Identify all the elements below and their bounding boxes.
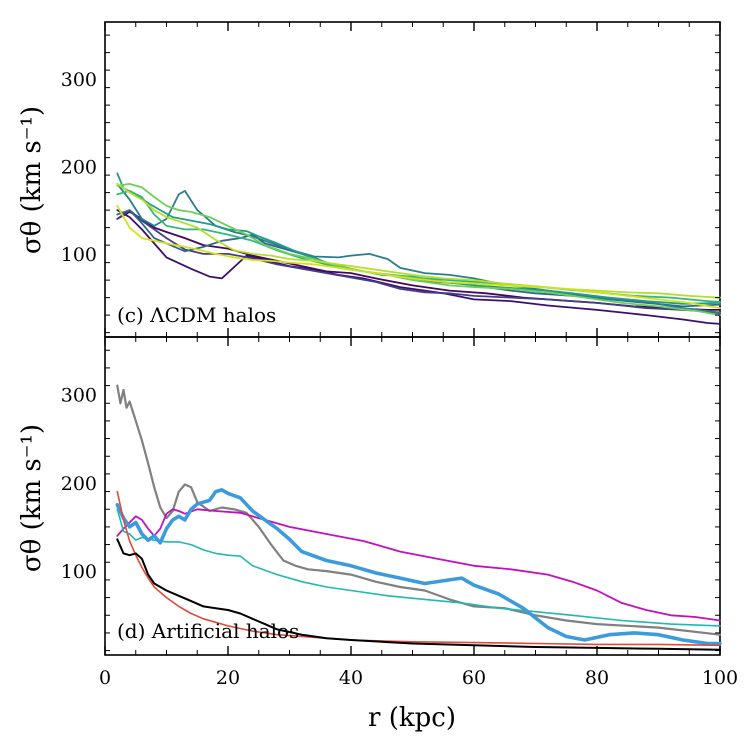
panel-d-series-line-2 [116,508,721,622]
panel-c-y-tick-label: 300 [61,69,97,91]
panel-c-x-ticks [104,22,721,337]
panel-c-series-line-3 [116,209,721,315]
panel-c-series [116,172,721,325]
panel-d: 100 200 300 0 20 40 60 80 100 (d) Artificial ha… [17,336,738,733]
panel-c-y-tick-label: 200 [61,156,97,178]
x-tick-label: 60 [462,667,486,689]
x-tick-label: 20 [216,667,240,689]
x-tick-label: 100 [702,667,738,689]
panel-d-y-tick-label: 200 [61,473,97,495]
panel-c-series-line-6 [116,172,721,305]
panel-c-series-line-5 [116,183,721,314]
panel-c: 100 200 300 (c) ΛCDM halos σθ (km s⁻¹) [17,21,721,338]
panel-c-series-line-9 [116,183,721,299]
panel-c-label: (c) ΛCDM halos [117,303,276,327]
x-tick-label: 0 [99,667,111,689]
x-axis-label: r (kpc) [368,703,456,733]
panel-c-y-tick-label: 100 [61,244,97,266]
panel-d-y-tick-label: 100 [61,561,97,583]
panel-d-series-line-6 [116,538,721,651]
x-tick-label: 80 [585,667,609,689]
panel-d-series-line-5 [116,490,721,647]
panel-d-series-line-3 [116,508,721,627]
panel-c-series-line-10 [116,204,721,309]
panel-d-label: (d) Artificial halos [117,619,299,643]
panel-d-frame [104,336,721,656]
x-tick-label: 40 [339,667,363,689]
panel-d-y-axis-label: σθ (km s⁻¹) [17,424,47,572]
panel-d-y-tick-label: 300 [61,384,97,406]
panel-c-y-ticks: 100 200 300 [61,34,720,334]
panel-d-series-line-1 [116,384,722,636]
panel-d-x-ticks: 0 20 40 60 80 100 [99,337,738,689]
panel-d-series-line-4 [115,488,722,646]
panel-c-y-axis-label: σθ (km s⁻¹) [17,106,47,254]
panel-d-series [115,384,722,651]
panel-d-y-ticks: 100 200 300 [61,349,720,652]
